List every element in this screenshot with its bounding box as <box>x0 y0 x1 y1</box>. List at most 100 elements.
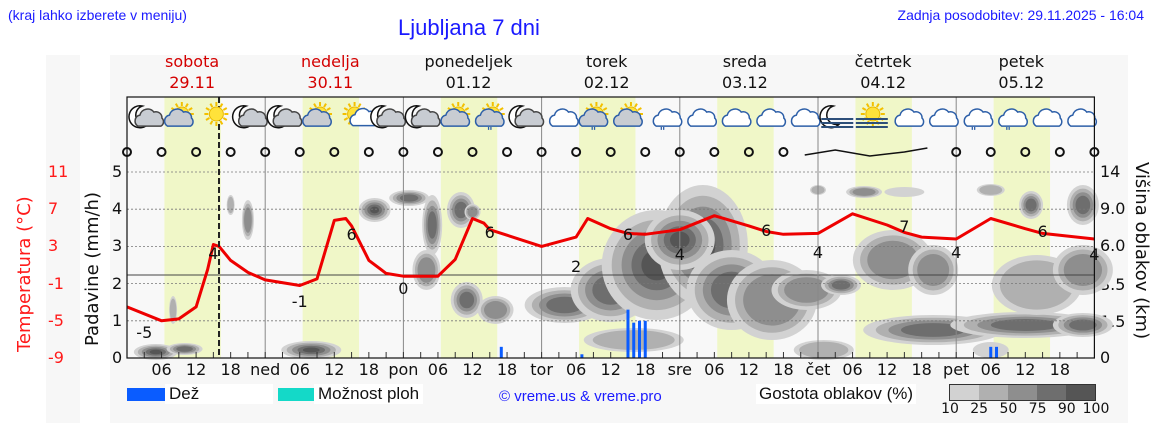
cloud-density-scale <box>949 384 1096 401</box>
time-tick: 06 <box>427 360 449 379</box>
time-tick: pet <box>943 360 970 379</box>
svg-text:": " <box>660 125 666 138</box>
copyright-link[interactable]: © vreme.us & vreme.pro <box>499 388 662 405</box>
precipitation-tick: 0 <box>112 348 123 367</box>
time-tick: 12 <box>738 360 760 379</box>
day-name: petek <box>998 52 1044 71</box>
wind-calm-icon <box>225 147 236 157</box>
wind-calm-icon <box>605 147 616 157</box>
density-label: 75 <box>1028 401 1047 417</box>
wind-calm-icon <box>1020 147 1031 157</box>
temperature-tick: 3 <box>48 236 59 256</box>
day-name: sreda <box>722 52 768 71</box>
wind-calm-icon <box>294 147 305 157</box>
time-tick: 06 <box>289 360 310 379</box>
temperature-label: 6 <box>1037 222 1047 241</box>
time-tick: 18 <box>496 360 518 379</box>
wind-calm-icon <box>1054 147 1065 157</box>
time-tick: tor <box>530 360 553 379</box>
temperature-label: 4 <box>813 243 823 262</box>
page-title: Ljubljana 7 dni <box>398 15 540 40</box>
rain-legend-label: Dež <box>165 384 273 404</box>
density-swatch <box>1008 385 1037 400</box>
density-swatch <box>1066 385 1095 400</box>
time-tick: 12 <box>600 360 621 379</box>
temperature-tick: -9 <box>48 348 64 367</box>
wind-calm-icon <box>363 147 374 157</box>
density-label: 90 <box>1057 401 1076 417</box>
wind-calm-icon <box>985 147 996 157</box>
wind-calm-icon <box>536 147 547 157</box>
density-label: 10 <box>941 401 959 417</box>
precipitation-tick: 3 <box>112 236 123 256</box>
cloud-density-legend-title: Gostota oblakov (%) <box>756 384 917 404</box>
temperature-axis-panel <box>46 55 80 423</box>
day-date: 02.12 <box>583 73 630 92</box>
day-date: 04.12 <box>860 73 906 92</box>
time-tick: 18 <box>773 360 794 379</box>
wind-calm-icon <box>951 147 962 157</box>
temperature-tick: -5 <box>48 310 64 330</box>
precipitation-bars <box>499 309 999 358</box>
time-tick: 18 <box>358 360 380 379</box>
time-tick: 06 <box>565 360 587 379</box>
cloud-height-tick: 9.0 <box>1100 199 1126 218</box>
temperature-label: 6 <box>761 221 771 240</box>
wind-calm-icon <box>329 147 340 157</box>
time-tick: 06 <box>842 360 863 379</box>
temperature-tick: 11 <box>48 162 69 181</box>
time-tick: čet <box>805 360 831 379</box>
day-date: 30.11 <box>307 73 354 92</box>
wind-calm-icon <box>709 147 720 157</box>
day-date: 05.12 <box>998 73 1045 92</box>
wind-calm-icon <box>156 147 167 157</box>
density-label: 50 <box>999 401 1018 417</box>
day-name: nedelja <box>300 52 360 71</box>
density-swatch <box>950 385 979 400</box>
time-tick: 06 <box>980 360 1001 379</box>
temperature-label: 2 <box>571 257 581 276</box>
precipitation-tick: 2 <box>112 273 123 293</box>
time-tick: 18 <box>220 360 241 379</box>
precipitation-tick: 1 <box>112 310 123 330</box>
wind-calm-icon <box>432 147 443 157</box>
wind-calm-icon <box>467 147 478 157</box>
svg-text:": " <box>591 125 597 138</box>
time-tick: 18 <box>635 360 656 379</box>
temperature-tick: 7 <box>48 199 59 219</box>
temperature-line <box>126 212 1095 323</box>
temperature-label: 4 <box>675 245 685 264</box>
rain-legend-swatch <box>127 388 175 401</box>
temperature-tick: -1 <box>48 273 64 293</box>
precipitation-tick: 5 <box>112 162 123 181</box>
cloud-height-tick: 6.0 <box>1100 236 1126 255</box>
cloud-height-tick: 14 <box>1100 162 1121 181</box>
day-date: 29.11 <box>169 73 215 92</box>
wind-calm-icon <box>398 147 409 157</box>
cloud-height-tick: 0 <box>1100 348 1111 367</box>
time-tick: 12 <box>876 360 898 379</box>
day-date: 03.12 <box>721 73 768 92</box>
density-label: 100 <box>1082 401 1110 417</box>
density-label: 25 <box>970 401 989 417</box>
temperature-label: -1 <box>292 292 308 311</box>
weather-icons-row: " " " " " <box>128 102 1098 138</box>
density-swatch <box>979 385 1008 400</box>
day-name: četrtek <box>854 52 912 71</box>
time-tick: 18 <box>911 360 932 379</box>
day-name: sobota <box>165 52 220 71</box>
time-tick: ned <box>250 360 281 379</box>
showers-legend-label: Možnost ploh <box>314 384 424 404</box>
precipitation-tick: 4 <box>112 199 123 219</box>
temperature-label: 6 <box>485 223 495 242</box>
time-tick: 18 <box>1049 360 1071 379</box>
time-tick: 12 <box>324 360 345 379</box>
wind-calm-icon <box>674 147 685 157</box>
time-tick: pon <box>388 360 419 379</box>
temperature-label: 4 <box>951 243 961 262</box>
wind-row <box>122 147 1100 157</box>
temperature-label: 7 <box>899 217 909 236</box>
plot-frame <box>126 96 1096 359</box>
wind-calm-icon <box>778 147 789 157</box>
